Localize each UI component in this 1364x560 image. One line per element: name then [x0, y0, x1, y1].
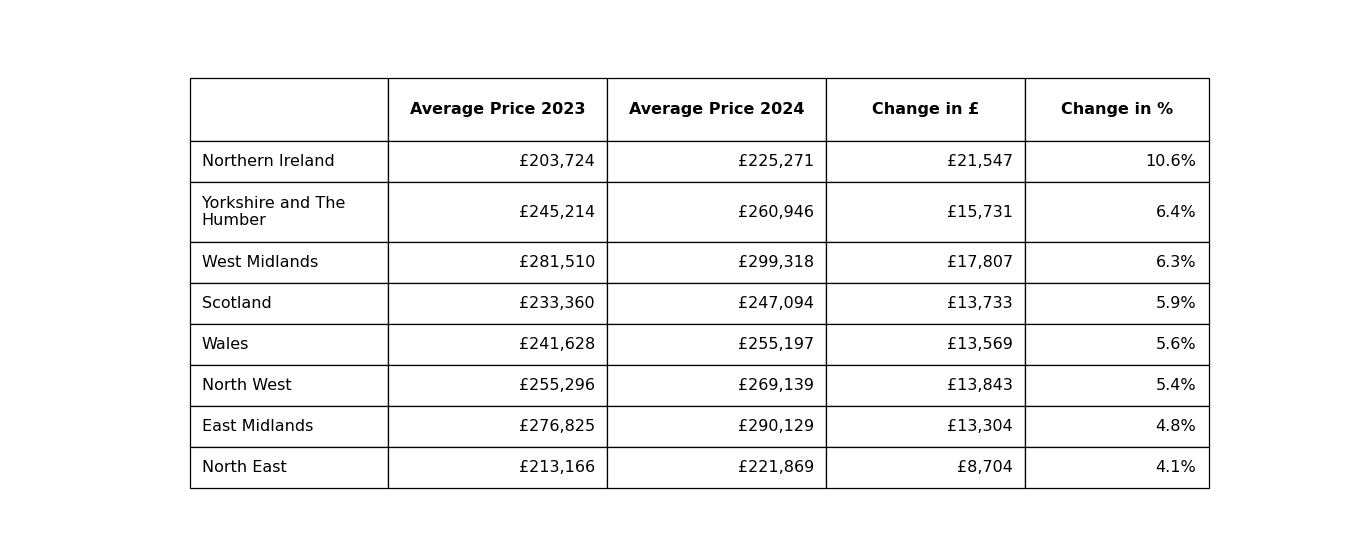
Text: £276,825: £276,825: [518, 419, 595, 433]
Bar: [389, 365, 607, 405]
Text: Average Price 2024: Average Price 2024: [629, 102, 805, 117]
Text: £15,731: £15,731: [947, 204, 1013, 220]
Bar: [827, 142, 1026, 183]
Bar: [827, 365, 1026, 405]
Bar: [1026, 283, 1209, 324]
Bar: [827, 405, 1026, 447]
Bar: [389, 242, 607, 283]
Text: £203,724: £203,724: [520, 155, 595, 170]
Bar: [607, 324, 827, 365]
Text: 5.9%: 5.9%: [1155, 296, 1196, 311]
Bar: [389, 405, 607, 447]
Text: 6.4%: 6.4%: [1155, 204, 1196, 220]
Bar: [607, 78, 827, 142]
Bar: [190, 283, 389, 324]
Bar: [1026, 78, 1209, 142]
Text: Yorkshire and The
Humber: Yorkshire and The Humber: [202, 195, 345, 228]
Bar: [389, 283, 607, 324]
Text: Change in %: Change in %: [1061, 102, 1173, 117]
Text: 5.6%: 5.6%: [1155, 337, 1196, 352]
Bar: [607, 183, 827, 242]
Text: 4.1%: 4.1%: [1155, 460, 1196, 475]
Text: Scotland: Scotland: [202, 296, 271, 311]
Text: £245,214: £245,214: [518, 204, 595, 220]
Text: £21,547: £21,547: [947, 155, 1013, 170]
Bar: [190, 324, 389, 365]
Text: 5.4%: 5.4%: [1155, 377, 1196, 393]
Bar: [1026, 365, 1209, 405]
Bar: [1026, 242, 1209, 283]
Text: £260,946: £260,946: [738, 204, 814, 220]
Text: 6.3%: 6.3%: [1155, 255, 1196, 270]
Text: North East: North East: [202, 460, 286, 475]
Bar: [190, 365, 389, 405]
Bar: [827, 447, 1026, 488]
Text: £8,704: £8,704: [958, 460, 1013, 475]
Text: £247,094: £247,094: [738, 296, 814, 311]
Text: £13,843: £13,843: [947, 377, 1013, 393]
Bar: [1026, 447, 1209, 488]
Bar: [827, 283, 1026, 324]
Text: Average Price 2023: Average Price 2023: [411, 102, 585, 117]
Text: £255,197: £255,197: [738, 337, 814, 352]
Bar: [827, 324, 1026, 365]
Bar: [607, 405, 827, 447]
Bar: [607, 447, 827, 488]
Bar: [389, 78, 607, 142]
Bar: [190, 183, 389, 242]
Text: £17,807: £17,807: [947, 255, 1013, 270]
Text: £269,139: £269,139: [738, 377, 814, 393]
Text: Wales: Wales: [202, 337, 250, 352]
Bar: [1026, 405, 1209, 447]
Text: £213,166: £213,166: [518, 460, 595, 475]
Text: £281,510: £281,510: [518, 255, 595, 270]
Bar: [1026, 183, 1209, 242]
Text: East Midlands: East Midlands: [202, 419, 314, 433]
Text: North West: North West: [202, 377, 292, 393]
Text: £241,628: £241,628: [518, 337, 595, 352]
Text: £255,296: £255,296: [520, 377, 595, 393]
Bar: [607, 283, 827, 324]
Text: £13,733: £13,733: [947, 296, 1013, 311]
Bar: [1026, 142, 1209, 183]
Bar: [190, 142, 389, 183]
Bar: [190, 447, 389, 488]
Text: £299,318: £299,318: [738, 255, 814, 270]
Bar: [827, 183, 1026, 242]
Bar: [827, 78, 1026, 142]
Text: 4.8%: 4.8%: [1155, 419, 1196, 433]
Bar: [607, 365, 827, 405]
Bar: [607, 142, 827, 183]
Bar: [607, 242, 827, 283]
Bar: [190, 78, 389, 142]
Bar: [190, 405, 389, 447]
Text: £290,129: £290,129: [738, 419, 814, 433]
Text: £13,304: £13,304: [947, 419, 1013, 433]
Bar: [389, 142, 607, 183]
Text: West Midlands: West Midlands: [202, 255, 318, 270]
Text: £13,569: £13,569: [947, 337, 1013, 352]
Bar: [827, 242, 1026, 283]
Text: 10.6%: 10.6%: [1146, 155, 1196, 170]
Text: Northern Ireland: Northern Ireland: [202, 155, 334, 170]
Bar: [389, 324, 607, 365]
Text: £221,869: £221,869: [738, 460, 814, 475]
Bar: [389, 447, 607, 488]
Text: Change in £: Change in £: [872, 102, 979, 117]
Text: £233,360: £233,360: [520, 296, 595, 311]
Bar: [389, 183, 607, 242]
Bar: [1026, 324, 1209, 365]
Bar: [190, 242, 389, 283]
Text: £225,271: £225,271: [738, 155, 814, 170]
